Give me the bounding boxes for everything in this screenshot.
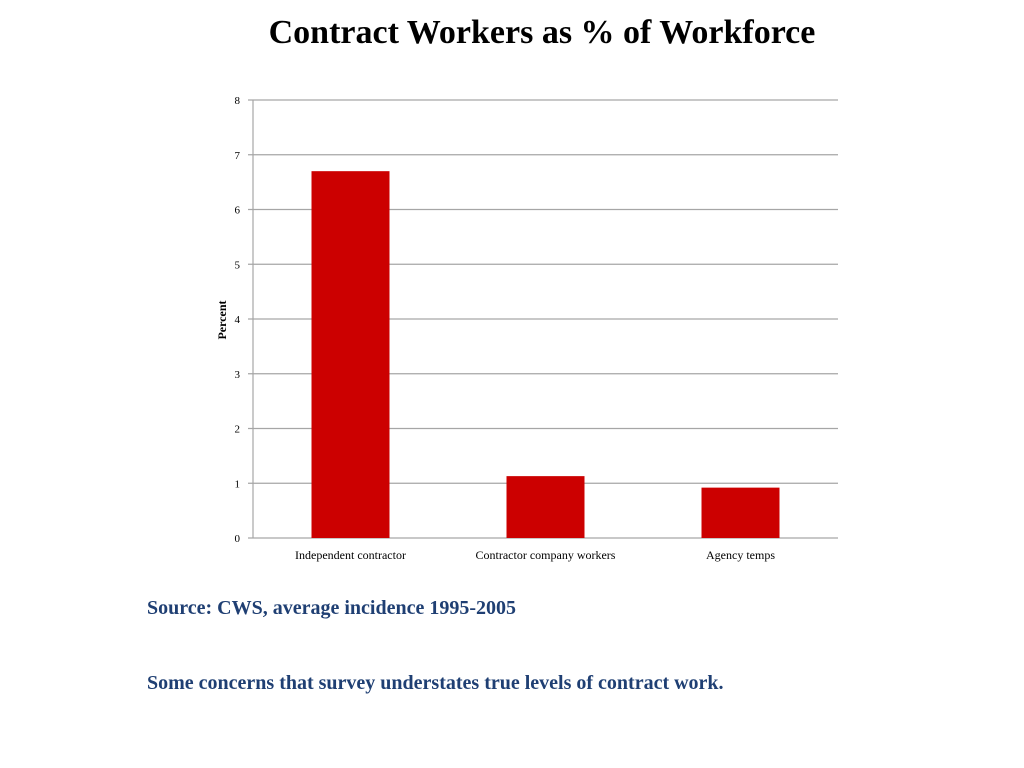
y-tick-label: 8 <box>235 95 241 107</box>
y-tick-label: 3 <box>235 369 241 381</box>
y-tick-labels: 0 1 2 3 4 5 6 7 8 <box>235 95 241 545</box>
y-axis-label: Percent <box>215 300 229 339</box>
y-tick-label: 6 <box>235 205 241 217</box>
x-tick-labels: Independent contractor Contractor company… <box>295 548 775 562</box>
y-tick-label: 5 <box>235 259 241 271</box>
chart-title: Contract Workers as % of Workforce <box>268 14 816 51</box>
bar-independent-contractor <box>311 171 390 539</box>
x-tick-label: Agency temps <box>706 548 775 562</box>
bar-agency-temps <box>701 487 780 538</box>
x-tick-label: Contractor company workers <box>476 548 616 562</box>
y-tick-label: 4 <box>235 314 241 326</box>
bar-contractor-company-workers <box>506 476 585 538</box>
concern-note: Some concerns that survey understates tr… <box>147 672 724 694</box>
y-tick-label: 2 <box>235 424 241 436</box>
x-tick-label: Independent contractor <box>295 548 406 562</box>
source-note: Source: CWS, average incidence 1995-2005 <box>147 597 517 619</box>
y-tick-label: 0 <box>235 533 241 545</box>
bars <box>311 171 780 539</box>
y-tick-label: 1 <box>235 478 241 490</box>
y-tick-label: 7 <box>235 150 241 162</box>
